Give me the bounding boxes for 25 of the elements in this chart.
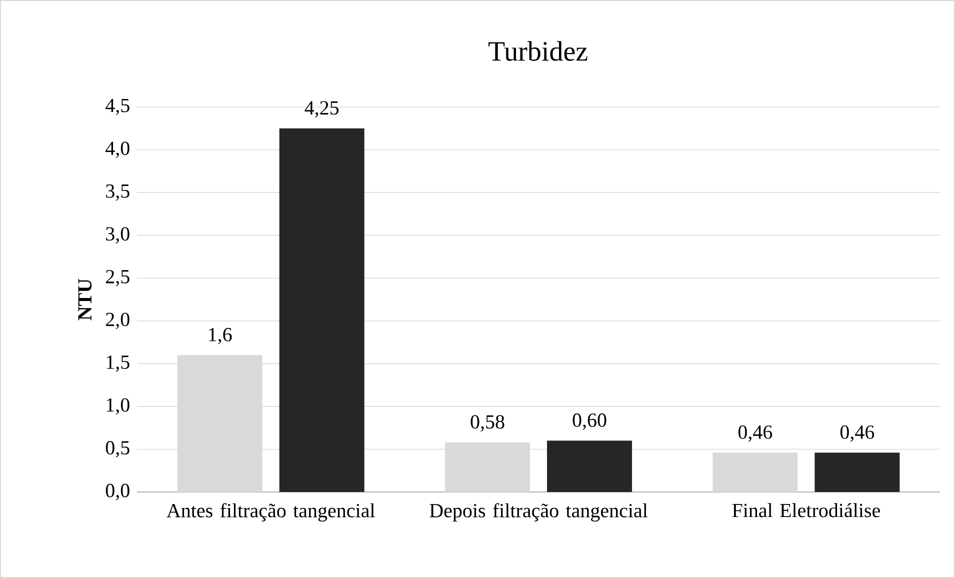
x-tick-label: Final Eletrodiálise [732, 503, 880, 518]
data-label: 0,60 [572, 413, 606, 430]
bar [547, 440, 632, 492]
y-tick-label: 1,0 [106, 398, 130, 415]
data-label: 0,46 [840, 425, 874, 442]
y-tick-label: 0,5 [106, 441, 130, 458]
y-tick-label: 0,0 [106, 484, 130, 500]
bar [712, 452, 798, 492]
x-tick-label: Antes filtração tangencial [166, 503, 375, 522]
y-tick-label: 4,0 [106, 142, 130, 158]
x-tick-label: Depois filtração tangencial [430, 503, 648, 522]
y-tick-label: 2,5 [106, 270, 130, 286]
y-tick-label: 3,0 [106, 227, 130, 244]
bar [814, 452, 900, 492]
y-tick-label: 2,0 [106, 312, 130, 330]
data-label: 1,6 [209, 328, 232, 344]
data-label: 0,58 [470, 415, 504, 432]
chart-title: Turbidez [488, 41, 588, 61]
data-label: 4,25 [304, 101, 339, 118]
data-label: 0,46 [738, 425, 772, 442]
bar [279, 128, 364, 492]
y-axis-title: NTU [78, 278, 92, 320]
y-tick-label: 4,5 [106, 98, 130, 116]
y-tick-label: 1,5 [106, 356, 130, 372]
y-tick-label: 3,5 [106, 184, 130, 201]
